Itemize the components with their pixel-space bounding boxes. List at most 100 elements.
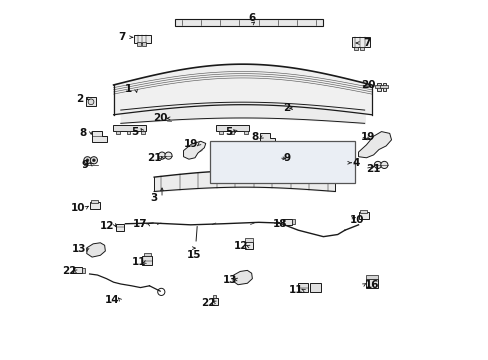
- Circle shape: [299, 172, 304, 177]
- Text: 21: 21: [365, 163, 379, 174]
- Text: 9: 9: [283, 153, 290, 163]
- Polygon shape: [86, 243, 105, 257]
- Circle shape: [288, 158, 291, 161]
- Circle shape: [219, 169, 230, 181]
- Bar: [211, 298, 218, 305]
- Circle shape: [270, 148, 282, 160]
- Bar: [219, 131, 223, 134]
- Circle shape: [292, 156, 300, 163]
- Text: 11: 11: [289, 285, 303, 296]
- Circle shape: [294, 158, 297, 161]
- Polygon shape: [92, 131, 107, 142]
- Text: 7: 7: [118, 32, 125, 42]
- Bar: [116, 131, 120, 134]
- Circle shape: [222, 152, 227, 157]
- Circle shape: [83, 157, 91, 164]
- Text: 2: 2: [76, 94, 83, 104]
- Bar: [142, 256, 152, 265]
- Bar: [91, 200, 98, 203]
- Text: 5: 5: [224, 127, 231, 136]
- Bar: [283, 219, 292, 225]
- Text: 13: 13: [72, 244, 86, 254]
- Bar: [382, 83, 386, 91]
- Circle shape: [270, 169, 282, 181]
- Bar: [374, 85, 382, 88]
- Bar: [359, 46, 364, 50]
- Circle shape: [296, 169, 307, 181]
- Circle shape: [164, 152, 172, 159]
- Bar: [230, 131, 233, 134]
- Circle shape: [90, 157, 97, 164]
- Circle shape: [373, 161, 381, 168]
- Text: 20: 20: [153, 113, 167, 123]
- Polygon shape: [183, 141, 205, 159]
- Bar: [213, 296, 216, 298]
- Text: 21: 21: [146, 153, 161, 163]
- Bar: [89, 202, 100, 210]
- Bar: [285, 104, 296, 113]
- Circle shape: [325, 172, 330, 177]
- Circle shape: [380, 161, 387, 168]
- Text: 1: 1: [124, 84, 131, 94]
- Text: 20: 20: [360, 80, 375, 90]
- Text: 7: 7: [363, 38, 370, 48]
- Circle shape: [247, 172, 253, 177]
- Circle shape: [299, 152, 304, 157]
- Bar: [210, 140, 354, 183]
- Bar: [353, 46, 357, 50]
- Bar: [358, 212, 368, 220]
- Text: 22: 22: [201, 298, 215, 308]
- Text: 12: 12: [233, 241, 247, 251]
- Circle shape: [244, 169, 256, 181]
- Text: 22: 22: [62, 266, 77, 276]
- Bar: [141, 131, 144, 134]
- Circle shape: [286, 156, 293, 163]
- Text: 13: 13: [223, 275, 237, 285]
- Text: 17: 17: [133, 219, 147, 229]
- Circle shape: [92, 159, 95, 162]
- Text: 4: 4: [352, 158, 359, 168]
- Text: 5: 5: [131, 127, 139, 136]
- Polygon shape: [259, 134, 274, 145]
- Bar: [351, 37, 369, 47]
- Bar: [360, 210, 366, 213]
- Bar: [167, 113, 171, 121]
- Bar: [86, 97, 96, 107]
- Polygon shape: [233, 270, 252, 285]
- Text: 14: 14: [105, 295, 120, 305]
- Circle shape: [322, 148, 333, 160]
- Text: 19: 19: [184, 139, 198, 149]
- Bar: [244, 242, 253, 249]
- Bar: [142, 42, 145, 45]
- Text: 11: 11: [131, 257, 145, 267]
- Text: 15: 15: [187, 249, 201, 260]
- Circle shape: [325, 152, 330, 157]
- Text: 2: 2: [283, 103, 290, 113]
- Circle shape: [222, 172, 227, 177]
- Bar: [366, 275, 377, 279]
- Circle shape: [86, 159, 89, 162]
- Circle shape: [219, 148, 230, 160]
- Circle shape: [247, 152, 253, 157]
- Text: 8: 8: [250, 132, 258, 142]
- Bar: [366, 279, 377, 288]
- Text: 19: 19: [360, 132, 375, 142]
- Text: 18: 18: [272, 219, 286, 229]
- Text: 10: 10: [349, 215, 364, 225]
- Circle shape: [322, 169, 333, 181]
- Text: 6: 6: [247, 13, 255, 23]
- Bar: [73, 267, 82, 273]
- Bar: [144, 253, 150, 256]
- Bar: [309, 283, 320, 292]
- Circle shape: [273, 152, 278, 157]
- Bar: [380, 85, 387, 88]
- Circle shape: [244, 148, 256, 160]
- Polygon shape: [358, 132, 391, 158]
- Bar: [137, 42, 140, 45]
- Circle shape: [296, 148, 307, 160]
- Bar: [82, 267, 85, 273]
- Text: 8: 8: [80, 128, 86, 138]
- Bar: [174, 19, 323, 26]
- Bar: [116, 224, 124, 231]
- Bar: [244, 238, 253, 242]
